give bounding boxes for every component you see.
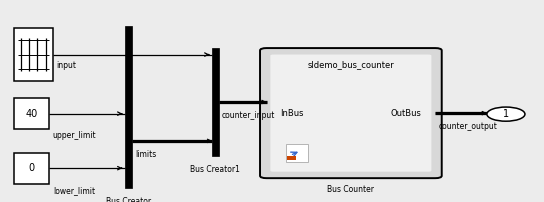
Text: input: input (57, 61, 77, 69)
Text: Bus Creator1: Bus Creator1 (190, 165, 240, 174)
Circle shape (487, 107, 525, 121)
FancyBboxPatch shape (125, 26, 132, 188)
FancyBboxPatch shape (14, 28, 53, 81)
FancyBboxPatch shape (212, 48, 219, 156)
Text: 40: 40 (25, 109, 38, 119)
FancyBboxPatch shape (270, 55, 431, 172)
Text: lower_limit: lower_limit (53, 186, 95, 195)
Text: Bus Creator: Bus Creator (106, 197, 151, 202)
Text: counter_input: counter_input (222, 111, 275, 120)
Text: Bus Counter: Bus Counter (327, 185, 374, 194)
Text: sldemo_bus_counter: sldemo_bus_counter (307, 60, 394, 69)
FancyBboxPatch shape (14, 98, 49, 129)
Text: upper_limit: upper_limit (53, 131, 96, 140)
FancyBboxPatch shape (287, 156, 296, 160)
FancyBboxPatch shape (286, 144, 308, 162)
Text: 1: 1 (503, 109, 509, 119)
FancyBboxPatch shape (260, 48, 442, 178)
Text: InBus: InBus (280, 109, 304, 118)
Text: counter_output: counter_output (438, 122, 497, 131)
FancyBboxPatch shape (14, 153, 49, 184)
Text: limits: limits (135, 150, 156, 159)
Text: 0: 0 (28, 163, 34, 173)
Text: OutBus: OutBus (391, 109, 422, 118)
